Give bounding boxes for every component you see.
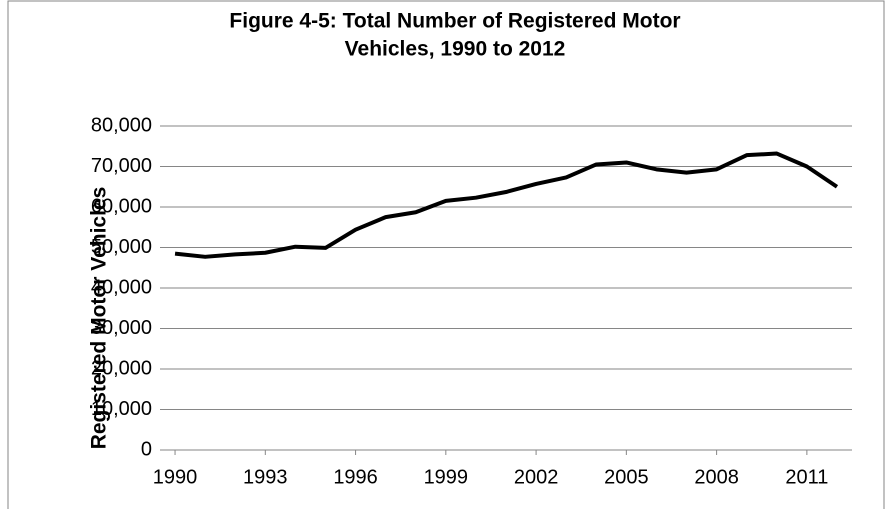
x-tick-label: 2002 [514,466,559,488]
chart-title: Figure 4-5: Total Number of Registered M… [229,10,680,33]
data-line [174,151,839,259]
x-tick-label: 1993 [243,466,288,488]
y-tick-label: 40,000 [91,276,152,298]
x-tick-label: 1996 [333,466,378,488]
y-axis-label: Registered Motor Vehicles [88,187,111,450]
y-tick-label: 30,000 [91,317,152,339]
x-tick-label: 1999 [424,466,469,488]
x-tick-label: 2005 [604,466,649,488]
y-tick-label: 60,000 [91,195,152,217]
x-tick-label: 1990 [153,466,198,488]
y-tick-label: 80,000 [91,114,152,136]
chart-title: Vehicles, 1990 to 2012 [345,38,566,61]
x-tick-label: 2008 [694,466,739,488]
y-tick-label: 70,000 [91,155,152,177]
y-tick-label: 50,000 [91,236,152,258]
y-tick-label: 0 [141,438,152,460]
y-tick-label: 10,000 [91,398,152,420]
chart-frame [7,0,885,509]
x-tick-label: 2011 [785,466,828,488]
y-tick-label: 20,000 [91,357,152,379]
